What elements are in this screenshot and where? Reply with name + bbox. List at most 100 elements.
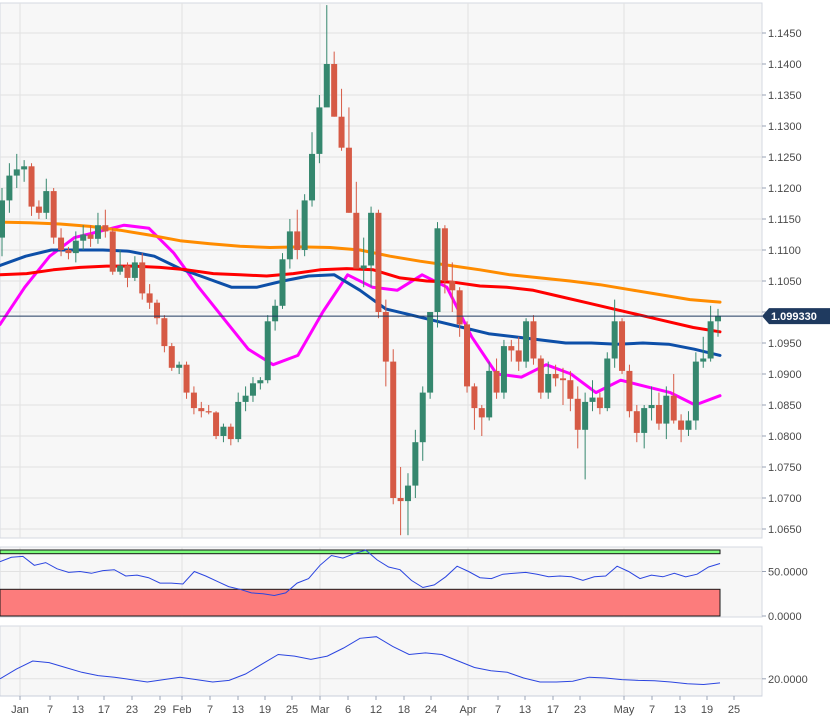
bear-candle — [227, 423, 234, 446]
candlesticks — [0, 5, 721, 536]
bear-candle — [345, 107, 352, 213]
bear-candle — [109, 228, 116, 275]
x-tick-label: 13 — [519, 704, 531, 716]
bull-candle — [641, 405, 648, 449]
bull-candle — [13, 153, 20, 188]
price-tick-label: 1.0750 — [768, 462, 802, 474]
adx-panel-background — [0, 625, 763, 697]
x-tick-label: 13 — [72, 704, 84, 716]
x-tick-label: Feb — [173, 704, 192, 716]
x-tick-label: 29 — [154, 704, 166, 716]
price-tag-label: 1.099330 — [771, 311, 817, 323]
moving-average-line — [0, 223, 722, 407]
bull-candle — [648, 386, 655, 421]
bear-candle — [596, 392, 603, 415]
rsi-oversold-zone — [0, 588, 721, 617]
current-price-tag: 1.099330 — [762, 308, 830, 325]
x-tick-label: 7 — [47, 704, 53, 716]
bull-candle — [611, 299, 618, 368]
bull-candle — [500, 339, 507, 399]
price-tick-label: 1.1050 — [768, 276, 802, 288]
x-tick-label: 13 — [674, 704, 686, 716]
bull-candle — [301, 194, 308, 257]
bear-candle — [338, 88, 345, 151]
bear-candle — [471, 383, 478, 430]
rsi-y-axis: 50.0000 0.0000 — [762, 567, 808, 623]
bear-candle — [375, 209, 382, 319]
bull-candle — [72, 231, 79, 263]
price-tick-label: 1.0850 — [768, 400, 802, 412]
price-tick-label: 1.1200 — [768, 183, 802, 195]
x-tick-label: 25 — [728, 704, 740, 716]
bear-candle — [478, 405, 485, 436]
rsi-tick-label: 50.0000 — [768, 567, 808, 579]
price-tick-label: 1.1100 — [768, 245, 801, 257]
bear-candle — [183, 361, 190, 399]
bear-candle — [198, 401, 205, 418]
adx-tick-label: 20.0000 — [768, 674, 808, 686]
bull-candle — [427, 312, 434, 399]
bull-candle — [582, 392, 589, 480]
bull-candle — [257, 377, 264, 390]
bear-candle — [456, 287, 463, 337]
bear-candle — [35, 200, 42, 219]
x-axis: Jan 7 13 17 23 29 Feb 7 13 19 25 Mar 6 12 18 24 Apr 7 13 17… — [0, 695, 762, 716]
x-tick-label: 25 — [286, 704, 298, 716]
bull-candle — [316, 95, 323, 164]
bear-candle — [515, 336, 522, 371]
bear-candle — [397, 467, 404, 536]
bull-candle — [309, 132, 316, 207]
bull-candle — [220, 423, 227, 443]
bull-candle — [707, 305, 714, 362]
adx-y-axis: 20.0000 — [762, 674, 808, 686]
bull-candle — [419, 386, 426, 461]
bull-candle — [700, 336, 707, 368]
bear-candle — [449, 262, 456, 312]
bear-candle — [508, 339, 515, 362]
price-y-axis: 1.1450 1.1400 1.1350 1.1300 1.1250 1.1200 1.11… — [762, 28, 802, 536]
bear-candle — [530, 315, 537, 365]
price-tick-label: 1.1350 — [768, 90, 802, 102]
bear-candle — [353, 181, 360, 269]
bull-candle — [80, 225, 87, 250]
price-tick-label: 1.1400 — [768, 59, 802, 71]
bear-candle — [559, 367, 566, 405]
x-tick-label: 24 — [425, 704, 437, 716]
bull-candle — [131, 256, 138, 281]
bull-candle — [685, 411, 692, 436]
x-tick-label: 17 — [547, 704, 559, 716]
price-tick-label: 1.1450 — [768, 28, 802, 40]
adx-line — [0, 636, 721, 686]
rsi-line — [0, 549, 721, 597]
bear-candle — [382, 299, 389, 387]
bear-candle — [464, 321, 471, 393]
x-tick-label: 23 — [574, 704, 586, 716]
bear-candle — [168, 343, 175, 371]
bull-candle — [117, 250, 124, 275]
bear-candle — [102, 209, 109, 238]
bull-candle — [523, 318, 530, 368]
x-tick-label: Apr — [459, 704, 476, 716]
x-tick-label: 23 — [126, 704, 138, 716]
bear-candle — [390, 349, 397, 505]
bear-candle — [294, 209, 301, 260]
bear-candle — [87, 225, 94, 247]
bull-candle — [264, 315, 271, 384]
x-tick-label: 7 — [207, 704, 213, 716]
x-tick-label: 17 — [98, 704, 110, 716]
price-tag-shape — [762, 308, 830, 325]
bear-candle — [619, 318, 626, 374]
price-tick-label: 1.0700 — [768, 493, 802, 505]
bull-candle — [604, 352, 611, 412]
bear-candle — [161, 315, 168, 353]
bull-candle — [692, 352, 699, 430]
bear-candle — [574, 386, 581, 449]
bear-candle — [65, 246, 72, 260]
bear-candle — [331, 51, 338, 117]
x-tick-label: 18 — [398, 704, 410, 716]
price-tick-label: 1.0650 — [768, 524, 802, 536]
bear-candle — [626, 364, 633, 418]
x-tick-label: 7 — [495, 704, 501, 716]
bull-candle — [589, 380, 596, 412]
